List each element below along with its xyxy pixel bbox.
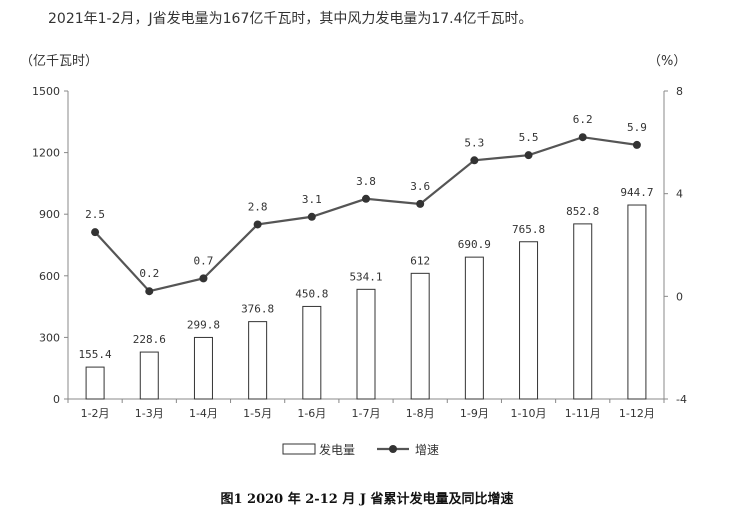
bar-value-label: 299.8 <box>187 318 220 331</box>
x-tick-label: 1-8月 <box>406 407 435 420</box>
growth-value-label: 3.1 <box>302 193 322 206</box>
growth-point <box>307 212 316 221</box>
growth-point <box>91 228 100 237</box>
x-tick-label: 1-7月 <box>352 407 381 420</box>
legend-line-label: 增速 <box>415 443 439 457</box>
growth-point <box>253 220 262 229</box>
x-tick-label: 1-4月 <box>189 407 218 420</box>
bar-value-label: 852.8 <box>566 205 599 218</box>
bar-value-label: 944.7 <box>620 186 653 199</box>
bar <box>139 351 159 400</box>
x-tick-label: 1-3月 <box>135 407 164 420</box>
bar <box>573 223 593 400</box>
bar <box>464 256 484 400</box>
growth-value-label: 3.6 <box>410 180 430 193</box>
growth-value-label: 2.5 <box>85 208 105 221</box>
bar <box>410 272 430 400</box>
left-tick-label: 600 <box>39 270 60 283</box>
x-tick-label: 1-5月 <box>243 407 272 420</box>
right-axis-unit: （%） <box>648 54 686 69</box>
bar <box>193 336 213 400</box>
x-tick-label: 1-9月 <box>460 407 489 420</box>
growth-point <box>524 151 533 160</box>
bar-value-label: 765.8 <box>512 223 545 236</box>
legend-bar-swatch <box>282 443 316 455</box>
left-axis-unit: （亿千瓦时） <box>20 54 98 69</box>
growth-point <box>632 140 641 149</box>
left-tick-label: 1200 <box>32 147 60 160</box>
figure-caption: 图1 2020 年 2-12 月 J 省累计发电量及同比增速 <box>220 492 514 507</box>
x-tick-label: 1-11月 <box>565 407 601 420</box>
bar <box>302 305 322 400</box>
growth-point <box>145 287 154 296</box>
growth-value-label: 5.3 <box>464 136 484 149</box>
growth-point <box>362 194 370 203</box>
left-tick-label: 0 <box>53 393 60 406</box>
growth-point <box>199 274 208 283</box>
bar <box>519 241 539 400</box>
right-tick-label: 8 <box>676 85 683 98</box>
bar-value-label: 690.9 <box>458 238 491 251</box>
bar <box>248 321 268 400</box>
x-tick-label: 1-6月 <box>297 407 326 420</box>
growth-value-label: 2.8 <box>248 200 268 213</box>
bar-value-label: 228.6 <box>133 333 166 346</box>
growth-line <box>94 136 638 293</box>
growth-value-label: 5.9 <box>627 121 647 134</box>
legend-bar-label: 发电量 <box>319 442 355 457</box>
bar <box>85 366 105 400</box>
bar-value-label: 376.8 <box>241 303 274 316</box>
x-tick-label: 1-10月 <box>511 407 547 420</box>
bar-value-label: 450.8 <box>295 287 328 300</box>
growth-value-label: 3.8 <box>356 175 376 188</box>
bar <box>356 288 376 400</box>
left-tick-label: 900 <box>39 208 60 221</box>
left-tick-label: 1500 <box>32 85 60 98</box>
legend-line-marker <box>389 445 397 453</box>
headline-text: 2021年1-2月，J省发电量为167亿千瓦时，其中风力发电量为17.4亿千瓦时… <box>48 11 533 27</box>
growth-point <box>416 199 425 208</box>
growth-point <box>470 156 479 165</box>
right-tick-label: 0 <box>676 290 683 303</box>
x-tick-label: 1-2月 <box>81 407 110 420</box>
bar-value-label: 155.4 <box>79 348 112 361</box>
growth-value-label: 0.7 <box>194 254 214 267</box>
bar-value-label: 534.1 <box>349 270 382 283</box>
growth-point <box>578 133 587 142</box>
bar-value-label: 612 <box>410 254 430 267</box>
left-tick-label: 300 <box>39 331 60 344</box>
right-tick-label: 4 <box>676 188 683 201</box>
right-tick-label: -4 <box>676 393 687 406</box>
x-tick-label: 1-12月 <box>619 407 655 420</box>
growth-value-label: 5.5 <box>519 131 539 144</box>
bar <box>627 204 647 400</box>
growth-value-label: 6.2 <box>573 113 593 126</box>
growth-value-label: 0.2 <box>139 267 159 280</box>
